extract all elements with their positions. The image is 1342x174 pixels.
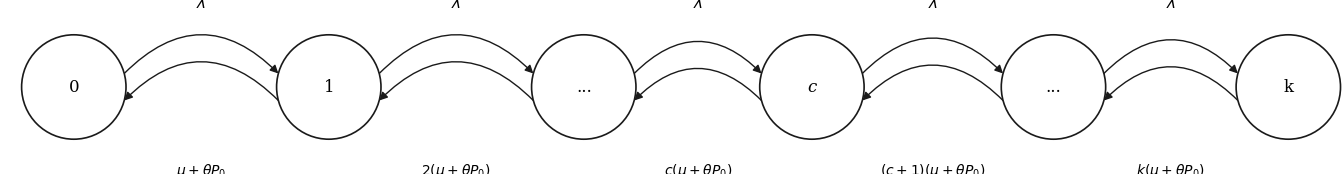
Text: $c(\mu + \theta P_0)$: $c(\mu + \theta P_0)$ xyxy=(663,161,733,174)
Ellipse shape xyxy=(1001,35,1106,139)
Ellipse shape xyxy=(760,35,864,139)
Text: 0: 0 xyxy=(68,78,79,96)
Text: $\lambda$: $\lambda$ xyxy=(927,0,938,11)
Ellipse shape xyxy=(531,35,636,139)
Ellipse shape xyxy=(1236,35,1341,139)
Text: ...: ... xyxy=(1045,78,1062,96)
Text: $\mu + \theta P_0$: $\mu + \theta P_0$ xyxy=(176,161,227,174)
FancyArrowPatch shape xyxy=(125,35,278,73)
Text: $\lambda$: $\lambda$ xyxy=(692,0,703,11)
FancyArrowPatch shape xyxy=(635,68,761,101)
Text: $k(\mu + \theta P_0)$: $k(\mu + \theta P_0)$ xyxy=(1137,161,1205,174)
Text: ...: ... xyxy=(576,78,592,96)
Text: $\lambda$: $\lambda$ xyxy=(196,0,207,11)
FancyArrowPatch shape xyxy=(1104,40,1237,73)
Text: k: k xyxy=(1283,78,1294,96)
FancyArrowPatch shape xyxy=(1104,67,1237,101)
Ellipse shape xyxy=(276,35,381,139)
FancyArrowPatch shape xyxy=(380,35,533,73)
FancyArrowPatch shape xyxy=(863,65,1002,101)
Text: $\lambda$: $\lambda$ xyxy=(451,0,462,11)
FancyArrowPatch shape xyxy=(125,62,278,101)
Text: $(c + 1)(\mu + \theta P_0)$: $(c + 1)(\mu + \theta P_0)$ xyxy=(880,161,985,174)
Text: $2(\mu + \theta P_0)$: $2(\mu + \theta P_0)$ xyxy=(421,161,491,174)
Text: 1: 1 xyxy=(323,78,334,96)
Ellipse shape xyxy=(21,35,126,139)
FancyArrowPatch shape xyxy=(635,41,761,73)
FancyArrowPatch shape xyxy=(380,62,533,101)
FancyArrowPatch shape xyxy=(863,38,1002,73)
Text: $\lambda$: $\lambda$ xyxy=(1166,0,1176,11)
Text: c: c xyxy=(808,78,816,96)
